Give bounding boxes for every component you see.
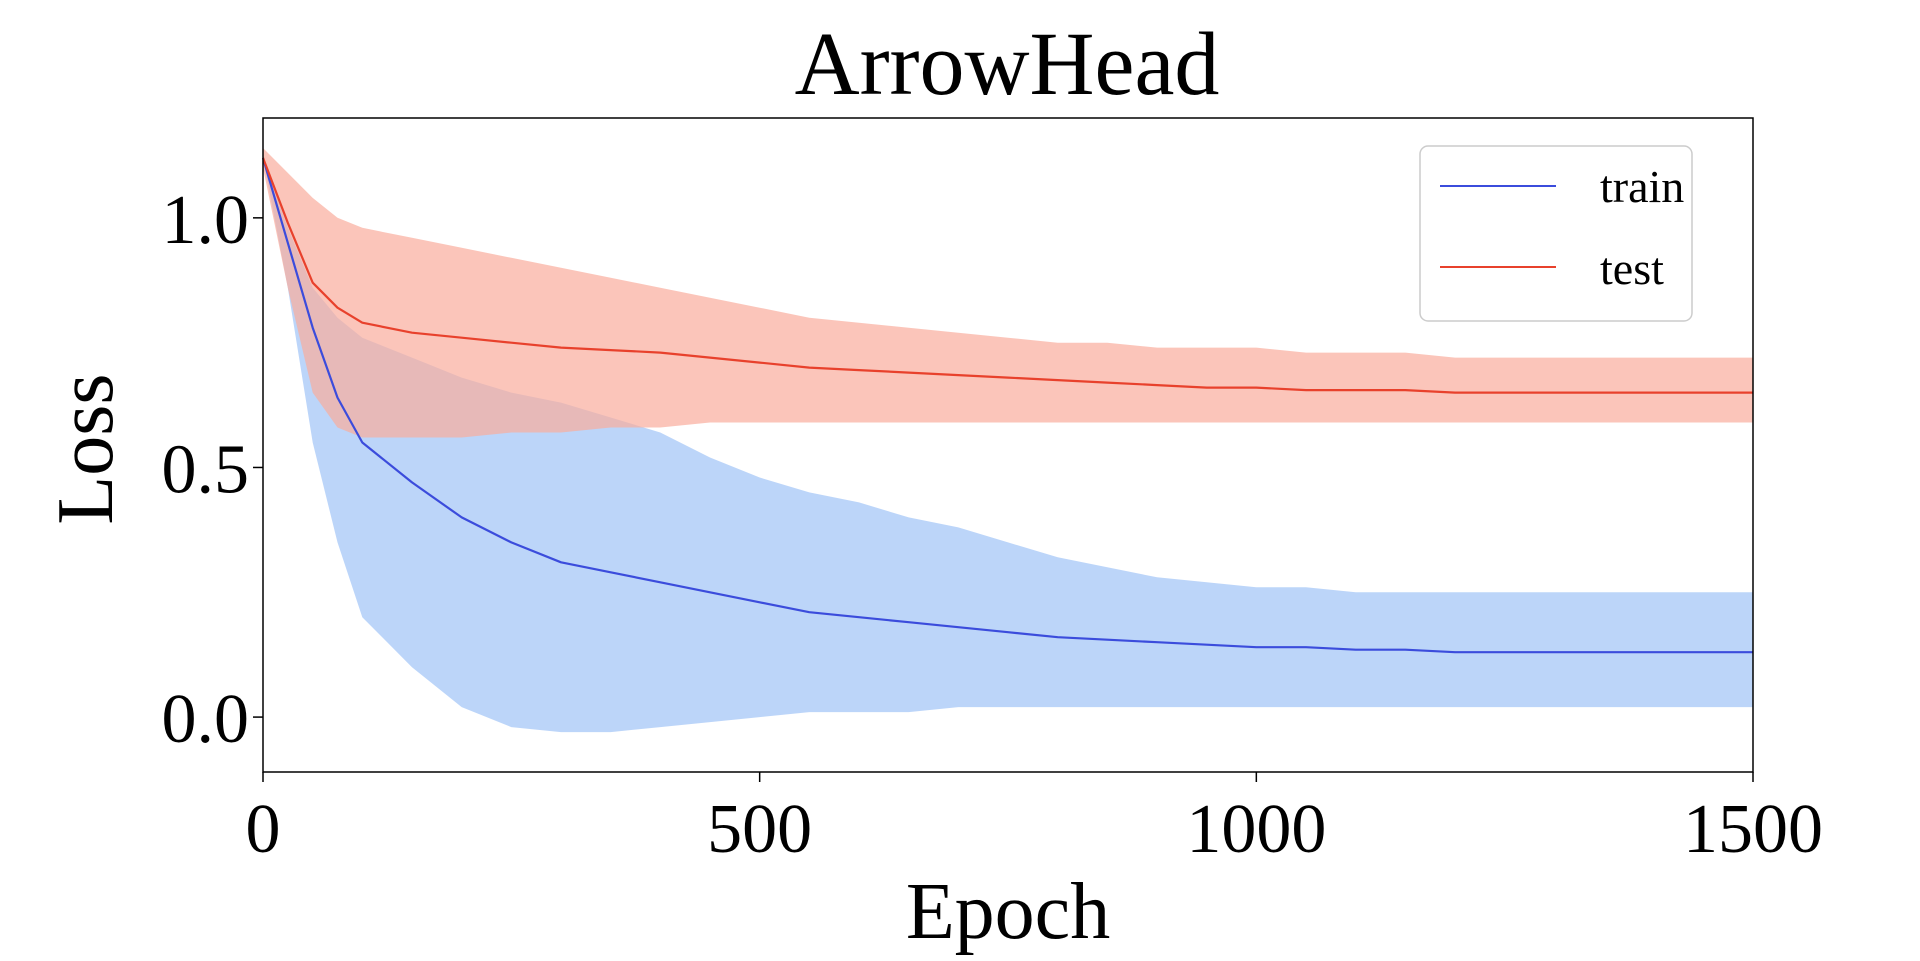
- plot-frame: [262, 117, 1754, 773]
- legend-box: [1419, 145, 1693, 322]
- x-tick-label: 1500: [1683, 791, 1823, 868]
- x-axis-label: Epoch: [906, 868, 1110, 956]
- chart-title: ArrowHead: [795, 15, 1220, 114]
- y-tick-label: 0.0: [162, 681, 250, 758]
- band-train: [263, 157, 1753, 733]
- band-test: [263, 148, 1753, 438]
- legend-label-train: train: [1600, 161, 1684, 212]
- legend: train test: [1419, 145, 1693, 322]
- y-tick-label: 1.0: [162, 182, 250, 259]
- y-axis-label: Loss: [42, 373, 130, 524]
- x-axis: 0 500 1000 1500: [246, 772, 1823, 868]
- x-tick-label: 500: [707, 791, 812, 868]
- series-line-train: [261, 157, 1753, 654]
- x-tick-label: 0: [246, 791, 281, 868]
- y-axis: 0.0 0.5 1.0: [162, 182, 263, 758]
- y-tick-label: 0.5: [162, 431, 250, 508]
- plot-area: [261, 148, 1753, 733]
- x-tick-label: 1000: [1186, 791, 1326, 868]
- series-line-test: [261, 157, 1753, 394]
- legend-label-test: test: [1600, 243, 1664, 294]
